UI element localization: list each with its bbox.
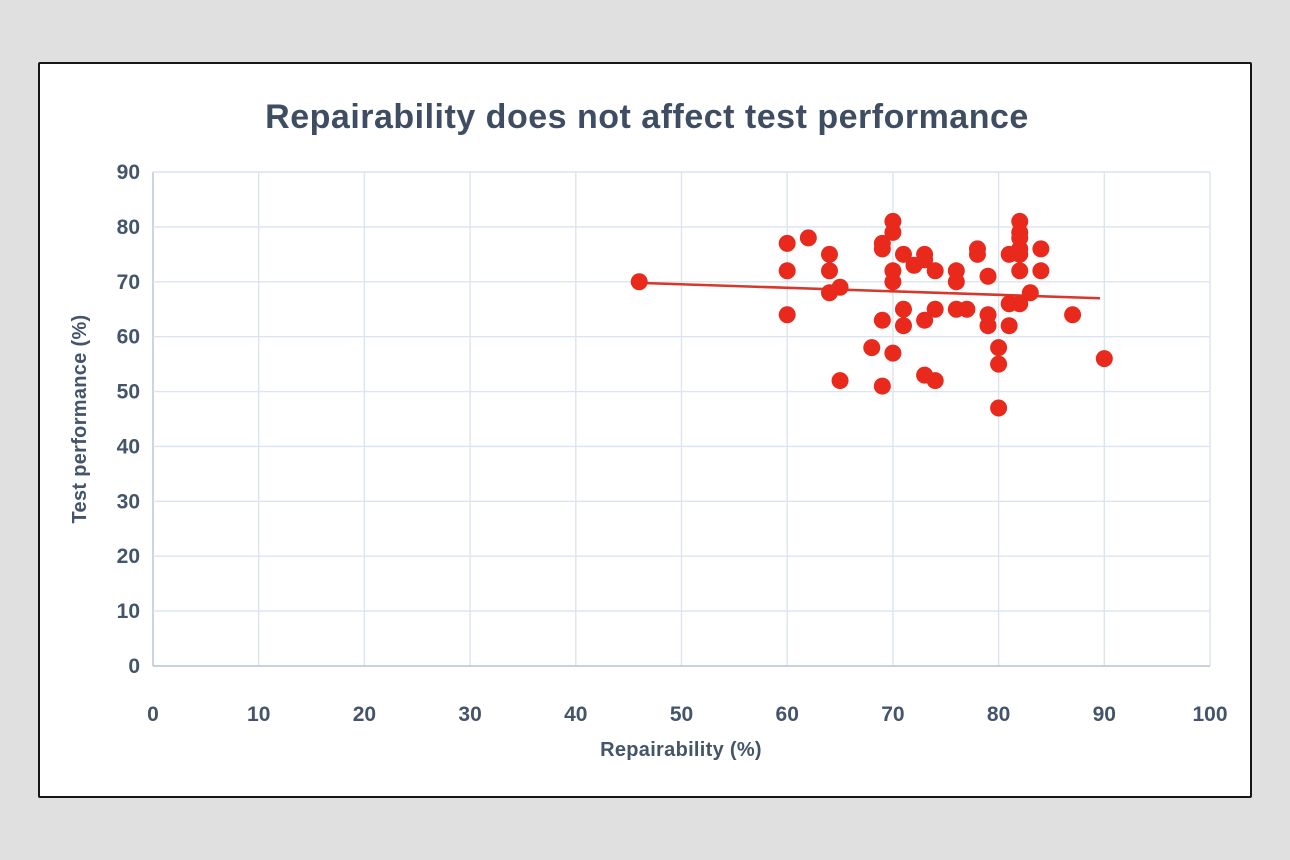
data-point: [831, 372, 849, 390]
data-point: [1021, 284, 1039, 302]
y-tick-label: 20: [117, 545, 140, 568]
y-tick-label: 0: [128, 655, 140, 678]
y-tick-label: 60: [117, 326, 140, 349]
data-point: [873, 311, 891, 329]
data-point: [1011, 262, 1029, 280]
x-tick-label: 10: [247, 703, 270, 726]
chart-title: Repairability does not affect test perfo…: [265, 98, 1029, 136]
x-tick-label: 30: [458, 703, 481, 726]
tick-layer: 0 10 20 30 40 50 60 70 80 90 100 0 10 20 30 40 50 60 70 80 9…: [117, 161, 1228, 726]
data-point: [979, 317, 997, 335]
scatter-plot: 0 10 20 30 40 50 60 70 80 90 100 0 10 20 30 40 50 60 70 80 9…: [69, 161, 1228, 761]
data-point: [778, 262, 796, 280]
data-point: [873, 240, 891, 258]
data-point: [958, 300, 976, 318]
data-point: [820, 262, 838, 280]
data-point: [778, 306, 796, 324]
data-point: [884, 344, 902, 362]
data-point: [831, 278, 849, 296]
data-point: [916, 251, 934, 269]
data-point: [778, 234, 796, 252]
data-point: [990, 339, 1008, 357]
data-point: [894, 300, 912, 318]
data-point: [863, 339, 881, 357]
x-tick-label: 60: [776, 703, 799, 726]
x-tick-label: 20: [353, 703, 376, 726]
data-point: [979, 267, 997, 285]
x-tick-label: 70: [881, 703, 904, 726]
point-layer: [630, 212, 1113, 417]
data-point: [947, 273, 965, 291]
data-point: [926, 300, 944, 318]
data-point: [894, 245, 912, 263]
data-point: [1095, 350, 1113, 368]
data-point: [1064, 306, 1082, 324]
data-point: [630, 273, 648, 291]
chart-card: Repairability does not affect test perfo…: [38, 62, 1252, 798]
y-tick-label: 50: [117, 381, 140, 404]
data-point: [873, 377, 891, 395]
y-tick-label: 70: [117, 271, 140, 294]
y-axis-title: Test performance (%): [69, 314, 91, 523]
x-tick-label: 80: [987, 703, 1010, 726]
data-point: [1011, 295, 1029, 313]
data-point: [1011, 245, 1029, 263]
data-point: [1032, 240, 1050, 258]
x-tick-label: 100: [1192, 703, 1227, 726]
data-point: [968, 245, 986, 263]
x-tick-label: 90: [1093, 703, 1116, 726]
x-tick-label: 40: [564, 703, 587, 726]
data-point: [884, 223, 902, 241]
data-point: [894, 317, 912, 335]
data-point: [990, 355, 1008, 373]
data-point: [799, 229, 817, 247]
y-tick-label: 30: [117, 490, 140, 513]
data-point: [926, 372, 944, 390]
y-tick-label: 10: [117, 600, 140, 623]
grid-layer: [152, 171, 1211, 667]
data-point: [926, 262, 944, 280]
data-point: [1032, 262, 1050, 280]
data-point: [884, 273, 902, 291]
y-tick-label: 90: [117, 161, 140, 184]
y-tick-label: 80: [117, 216, 140, 239]
x-axis-title: Repairability (%): [600, 739, 762, 761]
data-point: [1000, 317, 1018, 335]
data-point: [820, 245, 838, 263]
data-point: [916, 311, 934, 329]
x-tick-label: 50: [670, 703, 693, 726]
x-tick-label: 0: [147, 703, 159, 726]
y-tick-label: 40: [117, 435, 140, 458]
data-point: [990, 399, 1008, 417]
